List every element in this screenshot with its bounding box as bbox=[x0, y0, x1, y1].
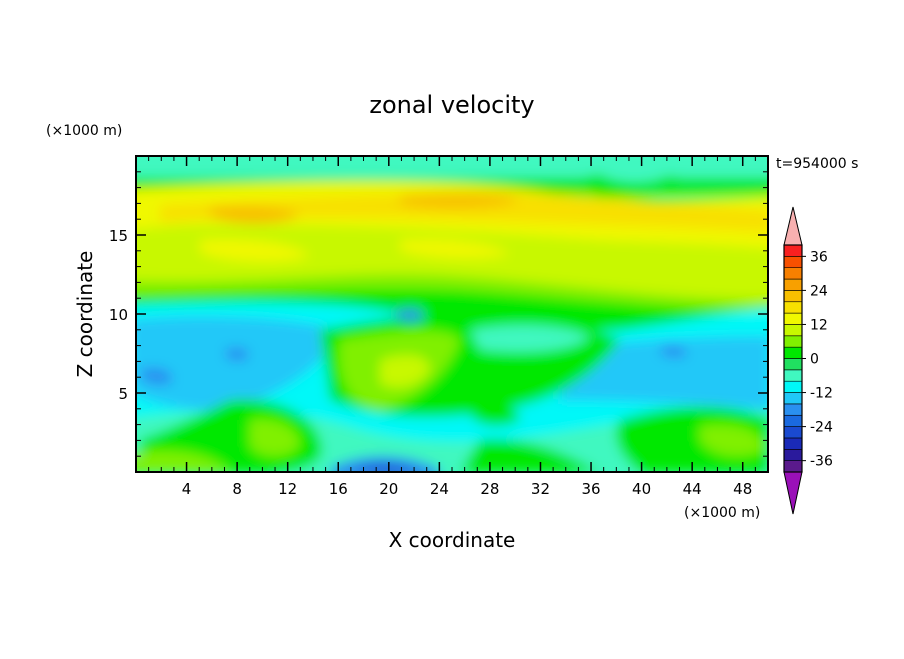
colorbar: 36 24 12 0 -12 -24 -36 bbox=[783, 206, 833, 515]
x-tick-label: 40 bbox=[632, 480, 651, 498]
x-tick-label: 44 bbox=[683, 480, 702, 498]
colorbar-tick-label: -12 bbox=[810, 386, 833, 402]
time-label: t=954000 s bbox=[776, 156, 858, 172]
colorbar-segment bbox=[783, 267, 803, 280]
colorbar-over-triangle bbox=[783, 206, 803, 246]
y-tick-label: 10 bbox=[109, 306, 128, 324]
colorbar-tick-label: 0 bbox=[810, 352, 819, 368]
x-tick-label: 20 bbox=[379, 480, 398, 498]
y-unit-label: (×1000 m) bbox=[46, 123, 122, 139]
colorbar-under-triangle bbox=[783, 471, 803, 515]
y-axis-label: Z coordinate bbox=[73, 251, 97, 378]
x-tick-label: 32 bbox=[531, 480, 550, 498]
colorbar-segment bbox=[783, 414, 803, 427]
x-tick-label: 36 bbox=[581, 480, 600, 498]
chart-title: zonal velocity bbox=[369, 91, 534, 119]
x-tick-label: 16 bbox=[329, 480, 348, 498]
colorbar-tick-label: -24 bbox=[810, 420, 833, 436]
colorbar-segment bbox=[783, 426, 803, 439]
x-tick-label: 48 bbox=[733, 480, 752, 498]
x-tick-label: 24 bbox=[430, 480, 449, 498]
colorbar-segment bbox=[783, 346, 803, 359]
colorbar-segment bbox=[783, 437, 803, 450]
velocity-field bbox=[136, 156, 768, 472]
colorbar-segment bbox=[783, 369, 803, 382]
colorbar-segment bbox=[783, 380, 803, 393]
colorbar-tick-label: 24 bbox=[810, 283, 828, 299]
colorbar-segment bbox=[783, 335, 803, 348]
colorbar-segment bbox=[783, 460, 803, 473]
colorbar-segment bbox=[783, 290, 803, 303]
colorbar-segment bbox=[783, 278, 803, 291]
x-axis: 4 8 12 16 20 24 28 32 36 40 44 48 bbox=[148, 156, 756, 498]
colorbar-segment bbox=[783, 301, 803, 314]
colorbar-segment bbox=[783, 448, 803, 461]
colorbar-segment bbox=[783, 324, 803, 337]
colorbar-tick-label: 12 bbox=[810, 317, 828, 333]
x-axis-label: X coordinate bbox=[389, 528, 516, 552]
y-tick-label: 15 bbox=[109, 227, 128, 245]
x-tick-label: 8 bbox=[232, 480, 242, 498]
y-tick-label: 5 bbox=[118, 385, 128, 403]
colorbar-tick-label: -36 bbox=[810, 454, 833, 470]
x-tick-label: 12 bbox=[278, 480, 297, 498]
x-tick-label: 4 bbox=[182, 480, 192, 498]
colorbar-segment bbox=[783, 392, 803, 405]
colorbar-segment bbox=[783, 358, 803, 371]
y-axis: 5 10 15 bbox=[109, 171, 768, 457]
colorbar-segment bbox=[783, 244, 803, 257]
x-tick-label: 28 bbox=[480, 480, 499, 498]
colorbar-segment bbox=[783, 256, 803, 269]
colorbar-segment bbox=[783, 403, 803, 416]
colorbar-tick-label: 36 bbox=[810, 249, 828, 265]
x-unit-label: (×1000 m) bbox=[684, 505, 760, 521]
colorbar-segment bbox=[783, 312, 803, 325]
